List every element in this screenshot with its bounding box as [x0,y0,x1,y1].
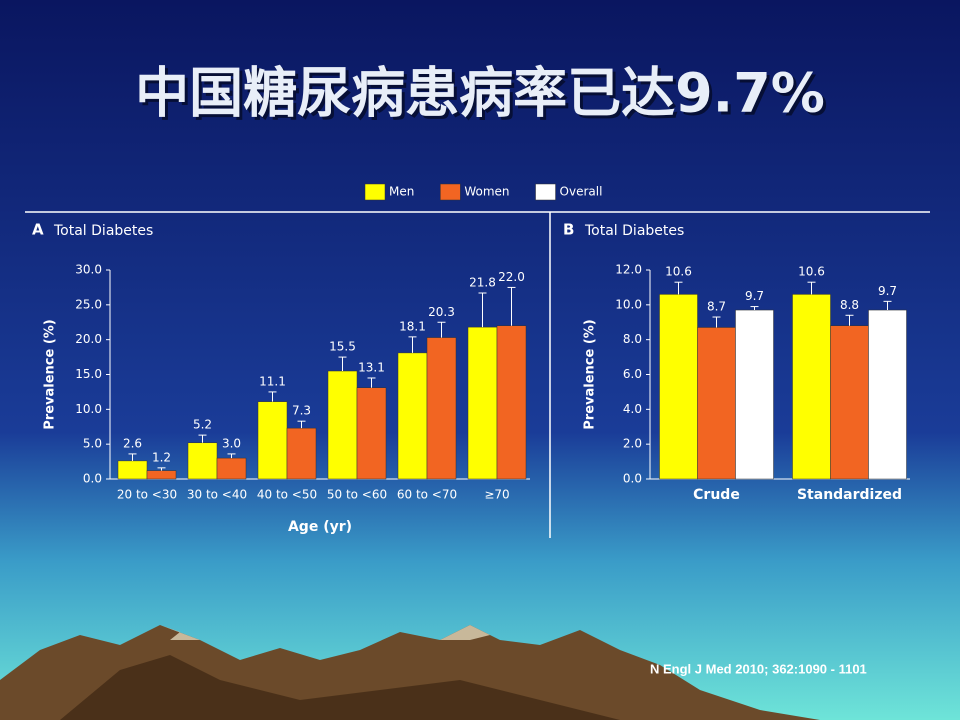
value-label: 18.1 [399,319,426,333]
title-shadow: 中国糖尿病患病率已达9.7% [138,65,828,128]
y-tick-label: 5.0 [83,437,102,451]
y-tick-label: 30.0 [75,263,102,277]
chart-title: Total Diabetes [53,223,153,239]
bar [327,370,358,480]
legend-swatch [535,183,556,201]
bar [397,352,428,480]
value-label: 20.3 [428,305,455,319]
y-tick-label: 10.0 [615,297,642,311]
chart-title: Total Diabetes [584,223,684,239]
value-label: 11.1 [259,374,286,388]
value-label: 21.8 [469,275,496,289]
y-tick-label: 2.0 [623,437,642,451]
bar [697,327,736,480]
slide-title: 中国糖尿病患病率已达9.7% [135,62,825,125]
y-tick-label: 12.0 [615,263,642,277]
legend-swatch [364,183,386,201]
bar [426,337,457,480]
x-axis-label: Age (yr) [288,519,352,535]
value-label: 3.0 [222,436,241,450]
panel-label: B [563,221,574,239]
y-tick-label: 0.0 [623,472,642,486]
bar [286,427,317,480]
value-label: 9.7 [878,284,897,298]
y-tick-label: 15.0 [75,367,102,381]
value-label: 10.6 [798,265,825,279]
value-label: 8.8 [840,298,859,312]
y-tick-label: 0.0 [83,472,102,486]
x-tick-label: 30 to <40 [187,488,247,502]
legend-label: Women [464,185,509,199]
value-label: 15.5 [329,340,356,354]
value-label: 9.7 [745,289,764,303]
x-tick-label: ≥70 [484,488,509,502]
citation: N Engl J Med 2010; 362:1090 - 1101 [650,661,867,676]
y-axis-label: Prevalence (%) [43,319,58,430]
bar [257,401,288,480]
bar [868,309,907,480]
y-axis-label: Prevalence (%) [583,319,598,430]
y-tick-label: 20.0 [75,332,102,346]
value-label: 22.0 [498,270,525,284]
mountains [0,625,820,720]
x-tick-label: 40 to <50 [257,488,317,502]
bar [187,442,218,480]
x-tick-label: Crude [693,487,740,503]
y-tick-label: 8.0 [623,332,642,346]
bar [496,325,527,480]
bar [356,387,387,480]
value-label: 1.2 [152,450,171,464]
bar [792,294,831,480]
bar [467,326,498,480]
x-tick-label: 60 to <70 [397,488,457,502]
value-label: 10.6 [665,265,692,279]
legend-swatch [440,183,461,201]
bar [216,457,247,480]
bar [659,294,698,480]
panel-label: A [32,221,44,239]
y-tick-label: 10.0 [75,402,102,416]
x-tick-label: 50 to <60 [327,488,387,502]
legend-label: Overall [560,185,603,199]
bar [830,325,869,480]
bar [735,309,774,480]
value-label: 13.1 [358,360,385,374]
bar [117,460,148,480]
x-tick-label: Standardized [797,487,902,503]
value-label: 2.6 [123,436,142,450]
value-label: 8.7 [707,300,726,314]
bar [146,470,177,480]
y-tick-label: 6.0 [623,367,642,381]
x-tick-label: 20 to <30 [117,488,177,502]
y-tick-label: 25.0 [75,297,102,311]
legend: Men Women Overall [364,183,603,201]
value-label: 5.2 [193,418,212,432]
legend-label: Men [389,185,414,199]
value-label: 7.3 [292,404,311,418]
y-tick-label: 4.0 [623,402,642,416]
